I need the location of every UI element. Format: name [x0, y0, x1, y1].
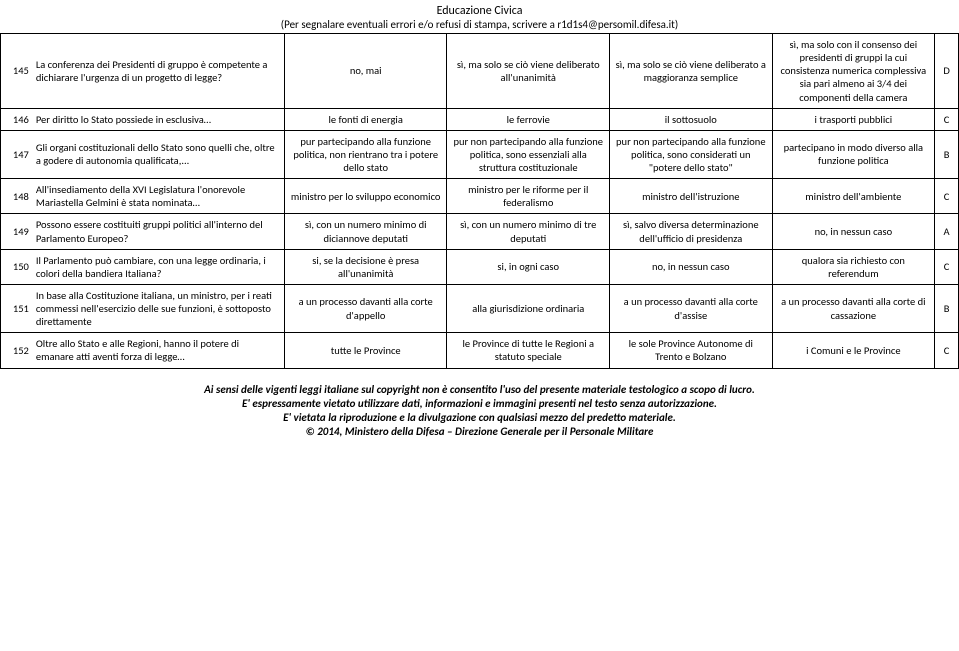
row-number: 147 — [1, 130, 31, 178]
doc-subtitle: (Per segnalare eventuali errori e/o refu… — [0, 18, 959, 31]
answer-cell: D — [935, 34, 959, 109]
option-c: le sole Province Autonome di Trento e Bo… — [610, 333, 773, 368]
table-row: 151In base alla Costituzione italiana, u… — [1, 284, 959, 332]
row-number: 148 — [1, 179, 31, 214]
row-number: 146 — [1, 108, 31, 130]
row-number: 145 — [1, 34, 31, 109]
option-d: partecipano in modo diverso alla funzion… — [772, 130, 935, 178]
option-b: sì, ma solo se ciò viene deliberato all'… — [447, 34, 610, 109]
option-b: le Province di tutte le Regioni a statut… — [447, 333, 610, 368]
page-header: Educazione Civica (Per segnalare eventua… — [0, 0, 959, 33]
table-row: 149Possono essere costituiti gruppi poli… — [1, 214, 959, 249]
option-b: sì, con un numero minimo di tre deputati — [447, 214, 610, 249]
row-number: 152 — [1, 333, 31, 368]
table-row: 146Per diritto lo Stato possiede in escl… — [1, 108, 959, 130]
quiz-table: 145La conferenza dei Presidenti di grupp… — [0, 33, 959, 369]
option-c: sì, ma solo se ciò viene deliberato a ma… — [610, 34, 773, 109]
answer-cell: A — [935, 214, 959, 249]
footer-line: © 2014, Ministero della Difesa – Direzio… — [0, 425, 959, 439]
table-row: 150Il Parlamento può cambiare, con una l… — [1, 249, 959, 284]
answer-cell: C — [935, 108, 959, 130]
question-cell: Il Parlamento può cambiare, con una legg… — [31, 249, 285, 284]
option-c: ministro dell'istruzione — [610, 179, 773, 214]
question-cell: Oltre allo Stato e alle Regioni, hanno i… — [31, 333, 285, 368]
copyright-footer: Ai sensi delle vigenti leggi italiane su… — [0, 383, 959, 440]
option-b: si, in ogni caso — [447, 249, 610, 284]
option-b: le ferrovie — [447, 108, 610, 130]
table-row: 152Oltre allo Stato e alle Regioni, hann… — [1, 333, 959, 368]
question-cell: La conferenza dei Presidenti di gruppo è… — [31, 34, 285, 109]
option-d: a un processo davanti alla corte di cass… — [772, 284, 935, 332]
option-b: pur non partecipando alla funzione polit… — [447, 130, 610, 178]
option-d: qualora sia richiesto con referendum — [772, 249, 935, 284]
row-number: 150 — [1, 249, 31, 284]
table-row: 145La conferenza dei Presidenti di grupp… — [1, 34, 959, 109]
option-b: alla giurisdizione ordinaria — [447, 284, 610, 332]
option-a: ministro per lo sviluppo economico — [284, 179, 447, 214]
answer-cell: B — [935, 130, 959, 178]
option-d: no, in nessun caso — [772, 214, 935, 249]
option-a: pur partecipando alla funzione politica,… — [284, 130, 447, 178]
question-cell: All'insediamento della XVI Legislatura l… — [31, 179, 285, 214]
option-c: a un processo davanti alla corte d'assis… — [610, 284, 773, 332]
question-cell: Per diritto lo Stato possiede in esclusi… — [31, 108, 285, 130]
row-number: 151 — [1, 284, 31, 332]
option-b: ministro per le riforme per il federalis… — [447, 179, 610, 214]
question-cell: Possono essere costituiti gruppi politic… — [31, 214, 285, 249]
question-cell: Gli organi costituzionali dello Stato so… — [31, 130, 285, 178]
option-c: il sottosuolo — [610, 108, 773, 130]
table-row: 147Gli organi costituzionali dello Stato… — [1, 130, 959, 178]
option-a: no, mai — [284, 34, 447, 109]
option-c: sì, salvo diversa determinazione dell'uf… — [610, 214, 773, 249]
answer-cell: B — [935, 284, 959, 332]
answer-cell: C — [935, 249, 959, 284]
option-c: no, in nessun caso — [610, 249, 773, 284]
option-a: le fonti di energia — [284, 108, 447, 130]
footer-line: Ai sensi delle vigenti leggi italiane su… — [0, 383, 959, 397]
doc-title: Educazione Civica — [0, 4, 959, 18]
answer-cell: C — [935, 333, 959, 368]
option-d: i trasporti pubblici — [772, 108, 935, 130]
answer-cell: C — [935, 179, 959, 214]
row-number: 149 — [1, 214, 31, 249]
footer-line: E' espressamente vietato utilizzare dati… — [0, 397, 959, 411]
option-d: sì, ma solo con il consenso dei presiden… — [772, 34, 935, 109]
option-a: si, se la decisione è presa all'unanimit… — [284, 249, 447, 284]
option-c: pur non partecipando alla funzione polit… — [610, 130, 773, 178]
question-cell: In base alla Costituzione italiana, un m… — [31, 284, 285, 332]
option-a: a un processo davanti alla corte d'appel… — [284, 284, 447, 332]
footer-line: E' vietata la riproduzione e la divulgaz… — [0, 411, 959, 425]
option-a: sì, con un numero minimo di diciannove d… — [284, 214, 447, 249]
option-d: ministro dell'ambiente — [772, 179, 935, 214]
option-d: i Comuni e le Province — [772, 333, 935, 368]
option-a: tutte le Province — [284, 333, 447, 368]
table-row: 148All'insediamento della XVI Legislatur… — [1, 179, 959, 214]
